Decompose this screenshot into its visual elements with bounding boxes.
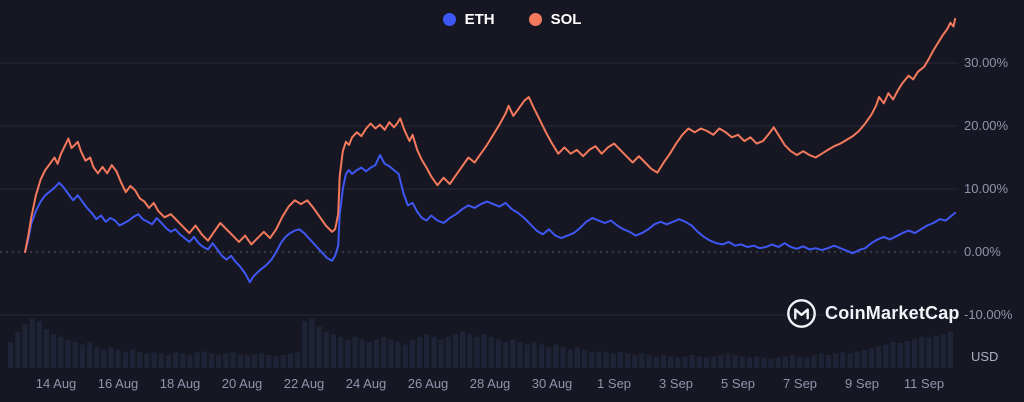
- x-axis-label: 3 Sep: [659, 376, 694, 391]
- legend-item-sol[interactable]: SOL: [528, 11, 582, 28]
- eth-legend-label: ETH: [464, 11, 495, 28]
- x-axis-label: 28 Aug: [469, 376, 511, 391]
- x-axis-label: 7 Sep: [783, 376, 818, 391]
- sol-legend-dot-icon: [528, 13, 542, 26]
- sol-legend-label: SOL: [550, 11, 582, 28]
- y-axis-unit-label: USD: [971, 349, 999, 364]
- coinmarketcap-wordmark: CoinMarketCap: [825, 303, 960, 323]
- y-axis-label: 30.00%: [964, 55, 1009, 70]
- y-axis-label: 20.00%: [964, 118, 1009, 133]
- x-axis-label: 9 Sep: [845, 376, 880, 391]
- x-axis-label: 11 Sep: [903, 376, 945, 391]
- coinmarketcap-icon: [787, 299, 816, 328]
- chart-legend: ETH SOL: [0, 11, 1024, 28]
- coinmarketcap-logo: CoinMarketCap: [786, 298, 960, 329]
- eth-legend-dot-icon: [442, 13, 456, 26]
- x-axis-label: 5 Sep: [721, 376, 756, 391]
- x-axis-label: 26 Aug: [407, 376, 449, 391]
- x-axis-label: 24 Aug: [345, 376, 387, 391]
- x-axis-label: 16 Aug: [97, 376, 139, 391]
- y-axis-label: -10.00%: [964, 307, 1013, 322]
- x-axis-label: 14 Aug: [35, 376, 77, 391]
- x-axis-label: 20 Aug: [221, 376, 263, 391]
- y-axis-label: 0.00%: [964, 244, 1001, 259]
- y-axis-label: 10.00%: [964, 181, 1009, 196]
- x-axis-label: 22 Aug: [283, 376, 325, 391]
- x-axis-label: 1 Sep: [597, 376, 632, 391]
- x-axis-label: 30 Aug: [531, 376, 573, 391]
- x-axis-label: 18 Aug: [159, 376, 201, 391]
- legend-item-eth[interactable]: ETH: [442, 11, 495, 28]
